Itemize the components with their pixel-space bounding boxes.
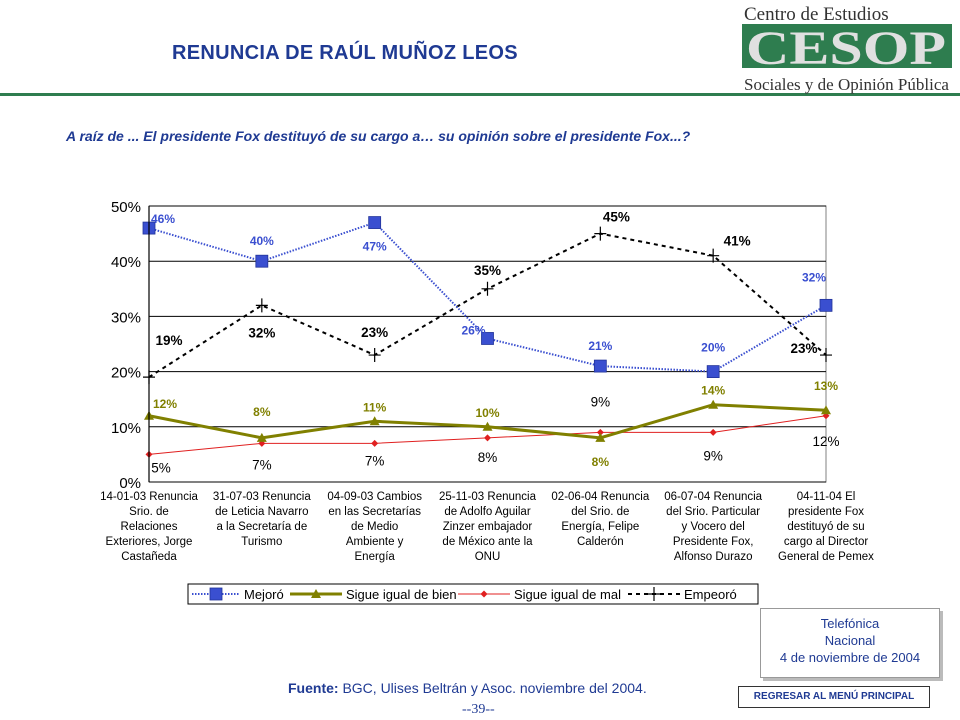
data-point <box>596 428 604 436</box>
data-label: 12% <box>153 397 177 411</box>
data-point <box>481 332 494 345</box>
logo-bottom-text: Sociales y de Opinión Pública <box>744 75 949 94</box>
y-tick-label: 50% <box>111 199 141 216</box>
legend-marker <box>480 590 488 598</box>
data-label: 7% <box>252 457 272 472</box>
data-point <box>481 281 494 296</box>
back-to-menu-button[interactable]: REGRESAR AL MENÚ PRINCIPAL <box>738 686 930 708</box>
data-label: 8% <box>478 450 498 465</box>
data-label: 9% <box>591 394 611 409</box>
data-label: 32% <box>248 325 275 340</box>
data-label: 12% <box>812 434 839 449</box>
cesop-logo: Centro de Estudios CESOP Sociales y de O… <box>742 4 952 94</box>
data-label: 23% <box>361 325 388 340</box>
data-point <box>709 428 717 436</box>
survey-question: A raíz de ... El presidente Fox destituy… <box>66 128 691 144</box>
data-point <box>371 439 379 447</box>
data-label: 8% <box>592 455 610 469</box>
data-label: 46% <box>151 212 175 226</box>
data-point <box>594 226 607 241</box>
data-label: 21% <box>588 339 612 353</box>
y-tick-label: 30% <box>111 309 141 326</box>
y-tick-label: 0% <box>119 475 141 492</box>
legend-marker <box>311 589 321 598</box>
data-point <box>255 298 268 313</box>
x-tick-label: 06-07-04 Renuncia del Srio. Particular y V… <box>664 491 762 563</box>
x-tick-label: 25-11-03 Renuncia de Adolfo Aguilar Zinzer… <box>439 491 537 563</box>
data-label: 10% <box>475 406 499 420</box>
data-label: 40% <box>250 234 274 248</box>
data-point <box>821 405 831 415</box>
data-point <box>482 421 493 431</box>
data-point <box>256 432 267 442</box>
page-number: --39-- <box>462 702 495 717</box>
data-label: 7% <box>365 453 385 468</box>
data-label: 32% <box>802 270 826 284</box>
data-point <box>595 432 606 442</box>
x-tick-label: 04-11-04 El presidente Fox destituyó de su… <box>778 491 874 563</box>
x-tick-label: 02-06-04 Renuncia del Srio. de Energía, Fe… <box>551 491 649 548</box>
data-label: 9% <box>703 448 723 463</box>
data-label: 14% <box>701 384 725 398</box>
x-tick-label: 04-09-03 Cambios en las Secretarías de Med… <box>327 491 422 563</box>
data-label: 41% <box>724 234 751 249</box>
survey-scope: Nacional <box>824 633 876 648</box>
y-tick-label: 40% <box>111 254 141 271</box>
legend-label: Mejoró <box>244 587 284 602</box>
data-label: 5% <box>151 460 171 475</box>
legend-marker <box>648 587 660 601</box>
legend-label: Sigue igual de mal <box>514 587 621 602</box>
data-label: 35% <box>474 263 501 278</box>
data-point <box>369 416 380 426</box>
data-label: 23% <box>790 341 817 356</box>
data-point <box>706 365 720 379</box>
source-label: Fuente: <box>288 680 339 696</box>
data-label: 11% <box>363 400 387 414</box>
x-tick-label: 14-01-03 Renuncia Srio. de Relaciones Exter… <box>100 491 198 563</box>
data-point <box>819 298 833 312</box>
data-label: 19% <box>155 333 182 348</box>
page-title: RENUNCIA DE RAÚL MUÑOZ LEOS <box>172 42 518 64</box>
data-label: 8% <box>253 405 271 419</box>
data-point <box>368 348 381 363</box>
source-text: BGC, Ulises Beltrán y Asoc. noviembre de… <box>342 680 647 696</box>
data-label: 26% <box>461 323 485 337</box>
x-tick-label: 31-07-03 Renuncia de Leticia Navarro a la … <box>213 491 311 548</box>
source-note: Fuente: BGC, Ulises Beltrán y Asoc. novi… <box>288 680 647 696</box>
data-label: 47% <box>363 240 387 254</box>
y-tick-label: 20% <box>111 365 141 382</box>
data-label: 45% <box>603 210 630 225</box>
survey-info-box: Telefónica Nacional 4 de noviembre de 20… <box>760 608 940 678</box>
data-point <box>708 399 719 409</box>
data-point <box>593 359 607 373</box>
title-divider <box>0 93 960 96</box>
survey-date: 4 de noviembre de 2004 <box>779 650 921 665</box>
logo-mark: CESOP <box>746 22 946 75</box>
legend-label: Sigue igual de bien <box>346 587 457 602</box>
legend-label: Empeoró <box>684 587 737 602</box>
y-tick-label: 10% <box>111 420 141 437</box>
data-point <box>707 248 720 263</box>
data-point <box>820 348 832 363</box>
data-point <box>484 434 491 442</box>
data-label: 20% <box>701 341 725 355</box>
legend-marker <box>209 587 223 601</box>
logo-top-text: Centro de Estudios <box>744 4 889 25</box>
data-point <box>255 254 269 268</box>
data-label: 13% <box>814 379 838 393</box>
survey-method: Telefónica <box>820 616 880 631</box>
data-point <box>368 216 382 229</box>
